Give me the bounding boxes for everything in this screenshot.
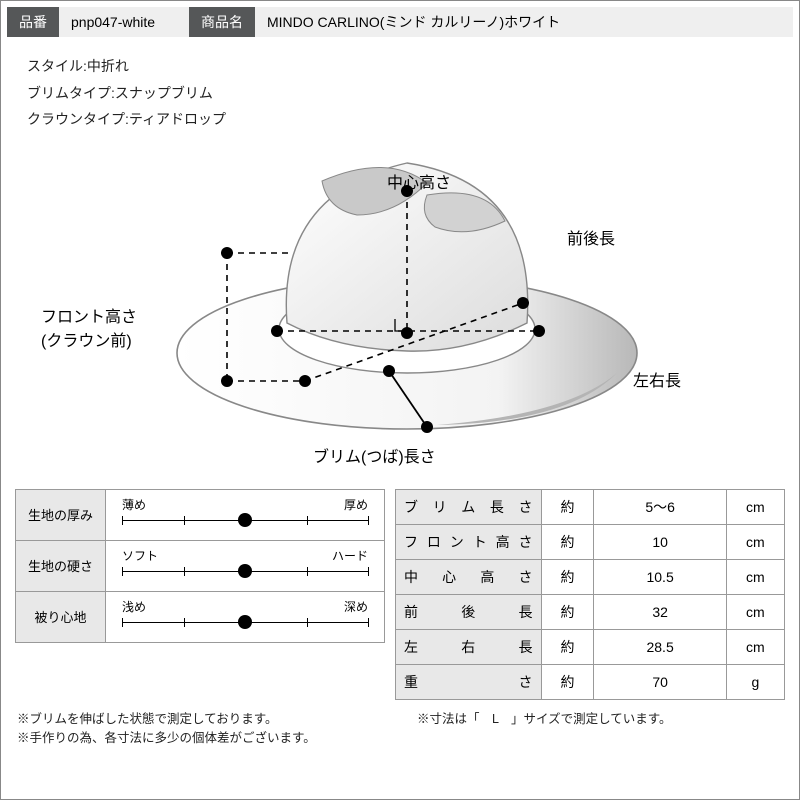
meas-name: ブリム長さ [396, 489, 542, 524]
hat-diagram: 中心高さ 前後長 フロント高さ (クラウン前) 左右長 ブリム(つば)長さ [7, 133, 793, 483]
notes: ※ブリムを伸ばした状態で測定しております。 ※手作りの為、各寸法に多少の個体差が… [7, 700, 793, 746]
slider-dot [238, 615, 252, 629]
meas-value: 10.5 [594, 559, 726, 594]
label-brim-length: ブリム(つば)長さ [313, 443, 436, 467]
meas-value: 5～6 [594, 489, 726, 524]
meas-approx: 約 [541, 664, 594, 699]
meas-unit: cm [726, 489, 784, 524]
slider-label: 生地の硬さ [16, 540, 106, 591]
meas-name: 重さ [396, 664, 542, 699]
meas-value: 32 [594, 594, 726, 629]
label-front-back: 前後長 [567, 225, 615, 249]
page: 品番 pnp047-white 商品名 MINDO CARLINO(ミンド カル… [0, 0, 800, 800]
header-bar: 品番 pnp047-white 商品名 MINDO CARLINO(ミンド カル… [7, 7, 793, 37]
meas-value: 10 [594, 524, 726, 559]
meas-approx: 約 [541, 629, 594, 664]
meas-unit: g [726, 664, 784, 699]
slider-label: 被り心地 [16, 591, 106, 642]
spec-style: スタイル:中折れ [27, 53, 773, 80]
slider-dot [238, 564, 252, 578]
slider-label: 生地の厚み [16, 489, 106, 540]
label-left-right: 左右長 [633, 367, 681, 391]
meas-value: 28.5 [594, 629, 726, 664]
meas-name: 前後長 [396, 594, 542, 629]
label-center-height: 中心高さ [387, 169, 451, 193]
meas-unit: cm [726, 629, 784, 664]
name-label: 商品名 [189, 7, 255, 37]
meas-name: 左右長 [396, 629, 542, 664]
slider-track-cell: ソフトハード [106, 540, 385, 591]
sku-value: pnp047-white [59, 7, 189, 37]
spec-list: スタイル:中折れ ブリムタイプ:スナップブリム クラウンタイプ:ティアドロップ [7, 47, 793, 133]
name-value: MINDO CARLINO(ミンド カルリーノ)ホワイト [255, 7, 793, 37]
note-left-2: ※手作りの為、各寸法に多少の個体差がございます。 [17, 727, 387, 746]
note-left-1: ※ブリムを伸ばした状態で測定しております。 [17, 708, 387, 727]
meas-unit: cm [726, 559, 784, 594]
sku-label: 品番 [7, 7, 59, 37]
bottom-row: 生地の厚み薄め厚め生地の硬さソフトハード被り心地浅め深め ブリム長さ約5～6cm… [7, 489, 793, 700]
meas-value: 70 [594, 664, 726, 699]
note-right: ※寸法は「 L 」サイズで測定しています。 [417, 708, 672, 746]
slider-track-cell: 浅め深め [106, 591, 385, 642]
slider-table: 生地の厚み薄め厚め生地の硬さソフトハード被り心地浅め深め [15, 489, 385, 700]
slider-track-cell: 薄め厚め [106, 489, 385, 540]
meas-approx: 約 [541, 594, 594, 629]
meas-approx: 約 [541, 559, 594, 594]
meas-name: フロント高さ [396, 524, 542, 559]
meas-unit: cm [726, 524, 784, 559]
slider-dot [238, 513, 252, 527]
meas-approx: 約 [541, 524, 594, 559]
meas-unit: cm [726, 594, 784, 629]
measurement-table: ブリム長さ約5～6cmフロント高さ約10cm中心高さ約10.5cm前後長約32c… [395, 489, 785, 700]
label-front-height: フロント高さ (クラウン前) [41, 303, 137, 351]
meas-approx: 約 [541, 489, 594, 524]
spec-brim-type: ブリムタイプ:スナップブリム [27, 80, 773, 107]
meas-name: 中心高さ [396, 559, 542, 594]
